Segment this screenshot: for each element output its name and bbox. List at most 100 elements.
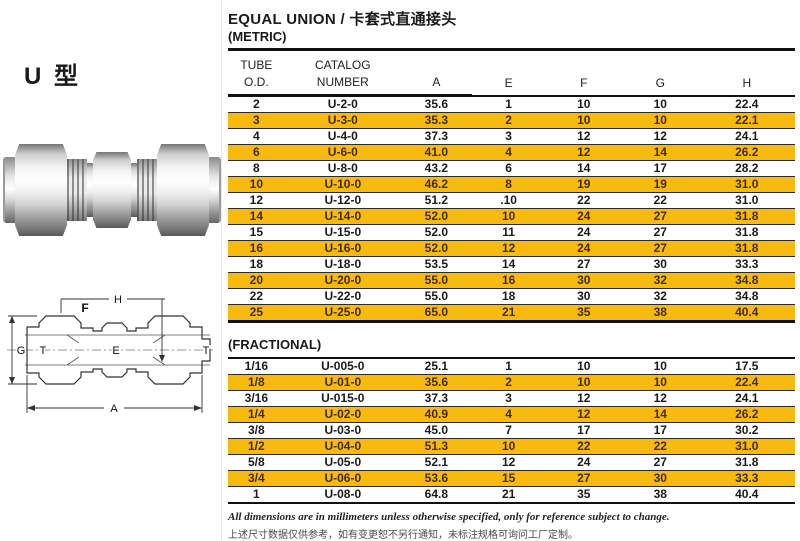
title-rule <box>228 48 795 51</box>
end-cap-right <box>209 157 221 223</box>
table-cell: 14 <box>471 256 546 273</box>
table-cell: 22.1 <box>698 112 795 129</box>
table-row: 14 U-14-0 52.0 10 24 27 31.8 <box>228 208 795 225</box>
table-cell: U-6-0 <box>284 144 401 161</box>
table-cell: 52.1 <box>400 454 472 471</box>
table-cell: 27 <box>622 454 699 471</box>
table-row: 3 U-3-0 35.3 2 10 10 22.1 <box>228 112 795 129</box>
table-cell: 28.2 <box>698 160 795 177</box>
table-cell: 12 <box>471 454 546 471</box>
table-cell: 16 <box>228 240 285 257</box>
table-cell: 31.0 <box>698 438 795 455</box>
collar-left <box>87 163 93 217</box>
table-cell: 12 <box>471 240 546 257</box>
dimension-diagram: H F G T E T A <box>7 293 213 417</box>
table-cell: 34.8 <box>698 272 795 289</box>
table-cell: 26.2 <box>698 406 795 423</box>
table-cell: U-015-0 <box>284 390 401 407</box>
product-photo <box>3 141 221 239</box>
table-cell: 30 <box>622 256 699 273</box>
table-cell: 10 <box>577 96 591 111</box>
table-cell: 38 <box>622 486 699 503</box>
footnote-english: All dimensions are in millimeters unless… <box>228 511 670 523</box>
table-cell: 1 <box>505 96 512 111</box>
table-cell: 10 <box>653 359 667 373</box>
table-cell: 6 <box>471 160 546 177</box>
table-cell: 35.6 <box>400 374 472 391</box>
table-cell: 18 <box>228 256 285 273</box>
fitting-outline <box>26 315 211 385</box>
table-cell: 12 <box>545 390 623 407</box>
table-cell: U-04-0 <box>284 438 401 455</box>
hex-nut-right <box>157 144 209 236</box>
table-cell: 24 <box>545 224 623 241</box>
table-row: 1/8 U-01-0 35.6 2 10 10 22.4 <box>228 374 795 391</box>
table-cell: 4 <box>471 144 546 161</box>
table-cell: 14 <box>545 160 623 177</box>
table-cell: 24 <box>545 208 623 225</box>
metric-table-header: TUBE CATALOG O.D. NUMBER A E F G H <box>228 51 795 97</box>
table-cell: 20 <box>228 272 285 289</box>
table-cell: 52.0 <box>400 240 472 257</box>
table-cell: 43.2 <box>400 160 472 177</box>
table-cell: 1 <box>228 486 285 503</box>
table-cell: 12 <box>622 390 699 407</box>
table-cell: 10 <box>545 112 623 129</box>
table-cell: 31.0 <box>698 192 795 209</box>
fractional-table-body: 1/16 U-005-0 25.1 1 10 10 17.5 1/8 U-01-0 35.6 2 10… <box>228 359 795 503</box>
table-cell: 10 <box>471 438 546 455</box>
table-cell: U-14-0 <box>284 208 401 225</box>
table-row: 15 U-15-0 52.0 11 24 27 31.8 <box>228 224 795 241</box>
table-cell: U-3-0 <box>284 112 401 129</box>
table-cell: 3/16 <box>228 390 285 407</box>
table-cell: 8 <box>228 160 285 177</box>
table-cell: 40.4 <box>698 486 795 503</box>
table-cell: 14 <box>622 144 699 161</box>
table-cell: 31.8 <box>698 224 795 241</box>
table-row: 1 U-08-0 64.8 21 35 38 40.4 <box>228 486 795 503</box>
table-cell: U-2-0 <box>327 97 358 111</box>
table-cell: U-20-0 <box>284 272 401 289</box>
table-cell: 22 <box>228 288 285 305</box>
table-cell: 1/4 <box>228 406 285 423</box>
col-header-h: H <box>698 74 795 97</box>
table-cell: 30 <box>622 470 699 487</box>
table-cell: 30 <box>545 288 623 305</box>
metric-subtitle: (METRIC) <box>228 29 287 44</box>
thread-section-right <box>137 159 157 221</box>
dim-label-e: E <box>112 345 119 357</box>
table-cell: 27 <box>622 240 699 257</box>
table-cell: 31.8 <box>698 208 795 225</box>
fractional-heading: (FRACTIONAL) <box>228 337 795 359</box>
table-cell: 25.1 <box>424 359 449 373</box>
col-header-spacer <box>401 51 795 74</box>
table-cell: 1 <box>505 359 512 373</box>
table-cell: 22 <box>545 192 623 209</box>
table-cell: 10 <box>471 208 546 225</box>
table-row: 2 U-2-0 35.6 1 10 10 22.4 <box>228 96 795 113</box>
table-cell: 11 <box>471 224 546 241</box>
table-cell: U-005-0 <box>321 359 365 373</box>
table-row: 16 U-16-0 52.0 12 24 27 31.8 <box>228 240 795 257</box>
table-cell: 16 <box>471 272 546 289</box>
page-fold-line <box>221 0 222 541</box>
table-cell: 10 <box>653 96 667 111</box>
table-cell: 14 <box>622 406 699 423</box>
dim-label-g: G <box>17 345 26 357</box>
table-cell: 37.3 <box>400 390 472 407</box>
col-header-catalog: CATALOG <box>315 58 371 72</box>
table-cell: U-25-0 <box>284 304 401 322</box>
table-cell: 8 <box>471 176 546 193</box>
table-cell: 17 <box>545 422 623 439</box>
dim-label-t-left: T <box>40 345 47 357</box>
table-row: 3/16 U-015-0 37.3 3 12 12 24.1 <box>228 390 795 407</box>
table-cell: 4 <box>228 128 285 145</box>
table-row: 1/16 U-005-0 25.1 1 10 10 17.5 <box>228 359 795 375</box>
table-row: 12 U-12-0 51.2.10 22 22 31.0 <box>228 192 795 209</box>
table-cell: 10 <box>545 374 623 391</box>
table-cell: 51.2 <box>400 192 472 209</box>
table-cell: 31.8 <box>698 454 795 471</box>
table-row: 3/4 U-06-0 53.6 15 27 30 33.3 <box>228 470 795 487</box>
table-cell: 33.3 <box>698 470 795 487</box>
